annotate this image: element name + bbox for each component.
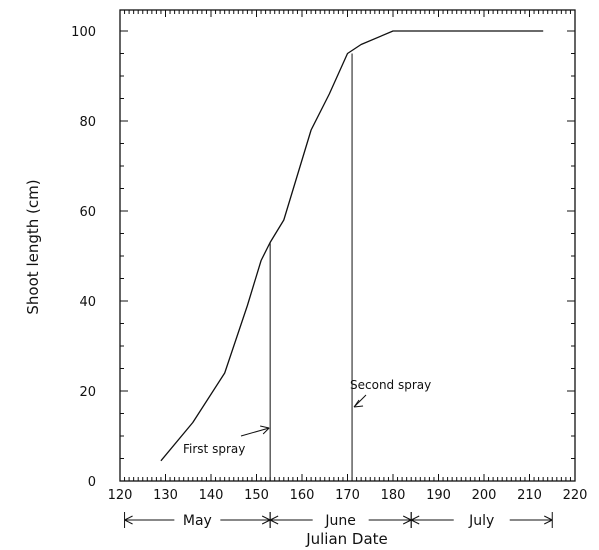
- x-tick-label: 160: [290, 488, 315, 503]
- month-arrowhead-left: [269, 515, 279, 525]
- first-spray-arrow: [240, 427, 270, 437]
- y-tick-label: 60: [79, 205, 96, 220]
- second-spray-arrowhead: [353, 399, 364, 408]
- x-tick-label: 120: [108, 488, 133, 503]
- y-axis-title: Shoot length (cm): [24, 179, 42, 314]
- month-arrowhead-right: [402, 515, 412, 525]
- month-label: July: [468, 513, 494, 529]
- x-tick-label: 140: [199, 488, 224, 503]
- month-arrowhead-left: [410, 515, 420, 525]
- series-layer: [160, 30, 544, 462]
- y-tick-label: 100: [71, 25, 96, 40]
- month-label: June: [324, 513, 356, 529]
- x-tick-label: 180: [381, 488, 406, 503]
- x-ticks: 120 130 140 150 160 170 180 190 200 210 220: [108, 10, 588, 503]
- x-tick-label: 150: [244, 488, 269, 503]
- y-tick-label: 0: [88, 475, 96, 490]
- first-spray-label: First spray: [183, 442, 245, 456]
- series-line: [160, 30, 544, 462]
- month-arrowhead-right: [544, 515, 553, 525]
- y-tick-label: 20: [79, 385, 96, 400]
- y-tick-label: 40: [79, 295, 96, 310]
- y-tick-label: 80: [79, 115, 96, 130]
- first-spray-arrowhead: [260, 425, 270, 435]
- x-tick-label: 210: [517, 488, 542, 503]
- plot-frame: [119, 9, 576, 482]
- x-tick-label: 130: [153, 488, 178, 503]
- x-tick-label: 200: [472, 488, 497, 503]
- x-axis-title: Julian Date: [305, 530, 388, 548]
- second-spray-label: Second spray: [350, 378, 431, 392]
- month-arrowhead-right: [261, 515, 271, 525]
- annotation-layer: First spray Second spray: [183, 53, 431, 481]
- y-ticks: 0 20 40 60 80 100: [71, 25, 575, 490]
- month-layer: May June July: [124, 512, 553, 529]
- x-tick-label: 220: [563, 488, 588, 503]
- x-tick-label: 170: [335, 488, 360, 503]
- month-label: May: [183, 513, 212, 529]
- month-arrowhead-left: [124, 515, 133, 525]
- x-tick-label: 190: [426, 488, 451, 503]
